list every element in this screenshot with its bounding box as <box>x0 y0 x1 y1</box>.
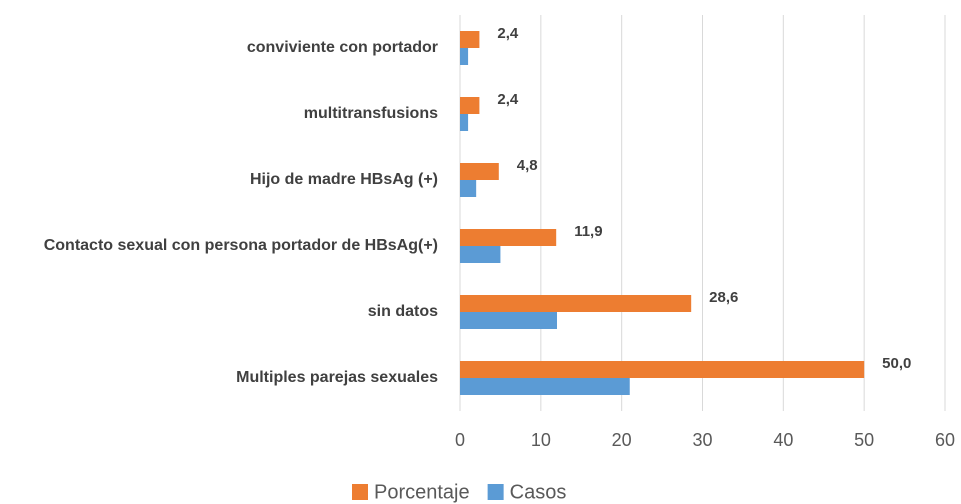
bar <box>460 180 477 197</box>
x-tick-label: 30 <box>692 430 712 450</box>
data-label: 2,4 <box>497 91 519 108</box>
bar <box>460 378 630 395</box>
x-tick-label: 10 <box>531 430 551 450</box>
x-tick-label: 60 <box>935 430 955 450</box>
y-tick-label: sin datos <box>367 303 438 320</box>
legend-swatch <box>487 484 504 500</box>
bar <box>460 246 501 263</box>
bar <box>460 31 480 48</box>
bar <box>460 229 557 246</box>
y-tick-label: multitransfusions <box>303 105 438 122</box>
bar <box>460 361 865 378</box>
x-tick-label: 40 <box>773 430 793 450</box>
y-tick-label: Contacto sexual con persona portador de … <box>43 237 438 254</box>
legend-label: Porcentaje <box>374 481 470 503</box>
bar <box>460 48 469 65</box>
legend-swatch <box>352 484 368 500</box>
bar <box>460 114 469 131</box>
y-tick-label: Multiples parejas sexuales <box>236 369 438 386</box>
bar <box>460 295 692 312</box>
y-tick-label: Hijo de madre HBsAg (+) <box>249 171 438 188</box>
bar <box>460 163 499 180</box>
legend-label: Casos <box>510 481 567 503</box>
x-tick-label: 50 <box>854 430 874 450</box>
y-tick-label: conviviente con portador <box>246 39 438 56</box>
data-label: 4,8 <box>517 157 538 174</box>
x-tick-label: 20 <box>612 430 632 450</box>
x-tick-label: 0 <box>455 430 465 450</box>
data-label: 2,4 <box>497 25 519 42</box>
data-label: 50,0 <box>882 355 911 372</box>
data-label: 28,6 <box>709 289 738 306</box>
bar <box>460 312 557 329</box>
data-label: 11,9 <box>574 223 602 240</box>
bar <box>460 97 480 114</box>
